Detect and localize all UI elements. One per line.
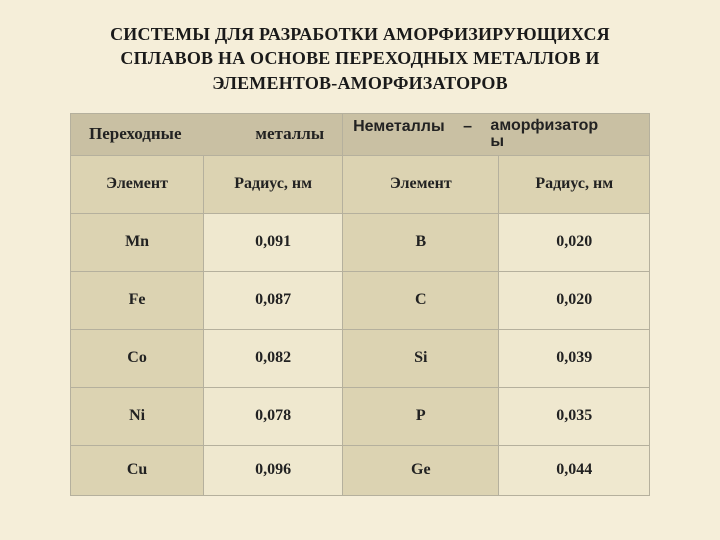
col-header-radius-2: Радиус, нм (499, 155, 650, 213)
cell-radius-1: 0,091 (204, 213, 343, 271)
cell-radius-1: 0,078 (204, 387, 343, 445)
group-header-word-2: металлы (255, 124, 324, 144)
cell-radius-2: 0,020 (499, 213, 650, 271)
page-container: СИСТЕМЫ ДЛЯ РАЗРАБОТКИ АМОРФИЗИРУЮЩИХСЯ … (0, 0, 720, 496)
col-header-element-2: Элемент (343, 155, 499, 213)
page-title: СИСТЕМЫ ДЛЯ РАЗРАБОТКИ АМОРФИЗИРУЮЩИХСЯ … (70, 22, 650, 95)
group-header-right-word-2b: ы (490, 134, 598, 151)
group-header-word-1: Переходные (89, 124, 182, 144)
group-header-nonmetals: Неметаллы – аморфизатор ы (343, 113, 650, 155)
group-header-right-word-2: аморфизатор ы (490, 118, 598, 152)
table-row: Co 0,082 Si 0,039 (71, 329, 650, 387)
table-row: Fe 0,087 C 0,020 (71, 271, 650, 329)
group-header-transition-metals: Переходные металлы (71, 113, 343, 155)
table-row: Cu 0,096 Ge 0,044 (71, 445, 650, 495)
cell-radius-1: 0,087 (204, 271, 343, 329)
cell-element-1: Ni (71, 387, 204, 445)
table-row: Ni 0,078 P 0,035 (71, 387, 650, 445)
cell-element-1: Mn (71, 213, 204, 271)
group-header-right-word-2a: аморфизатор (490, 117, 598, 134)
table-group-header-row: Переходные металлы Неметаллы – аморфизат… (71, 113, 650, 155)
cell-radius-1: 0,082 (204, 329, 343, 387)
cell-element-2: Si (343, 329, 499, 387)
cell-radius-2: 0,020 (499, 271, 650, 329)
cell-element-2: C (343, 271, 499, 329)
cell-radius-1: 0,096 (204, 445, 343, 495)
col-header-radius-1: Радиус, нм (204, 155, 343, 213)
table-sub-header-row: Элемент Радиус, нм Элемент Радиус, нм (71, 155, 650, 213)
group-header-right-dash: – (463, 118, 472, 136)
cell-element-2: B (343, 213, 499, 271)
cell-element-2: Ge (343, 445, 499, 495)
cell-element-1: Fe (71, 271, 204, 329)
cell-element-1: Cu (71, 445, 204, 495)
cell-element-2: P (343, 387, 499, 445)
col-header-element-1: Элемент (71, 155, 204, 213)
group-header-right-word-1: Неметаллы (353, 118, 445, 136)
cell-element-1: Co (71, 329, 204, 387)
cell-radius-2: 0,039 (499, 329, 650, 387)
elements-table: Переходные металлы Неметаллы – аморфизат… (70, 113, 650, 496)
cell-radius-2: 0,044 (499, 445, 650, 495)
table-row: Mn 0,091 B 0,020 (71, 213, 650, 271)
cell-radius-2: 0,035 (499, 387, 650, 445)
